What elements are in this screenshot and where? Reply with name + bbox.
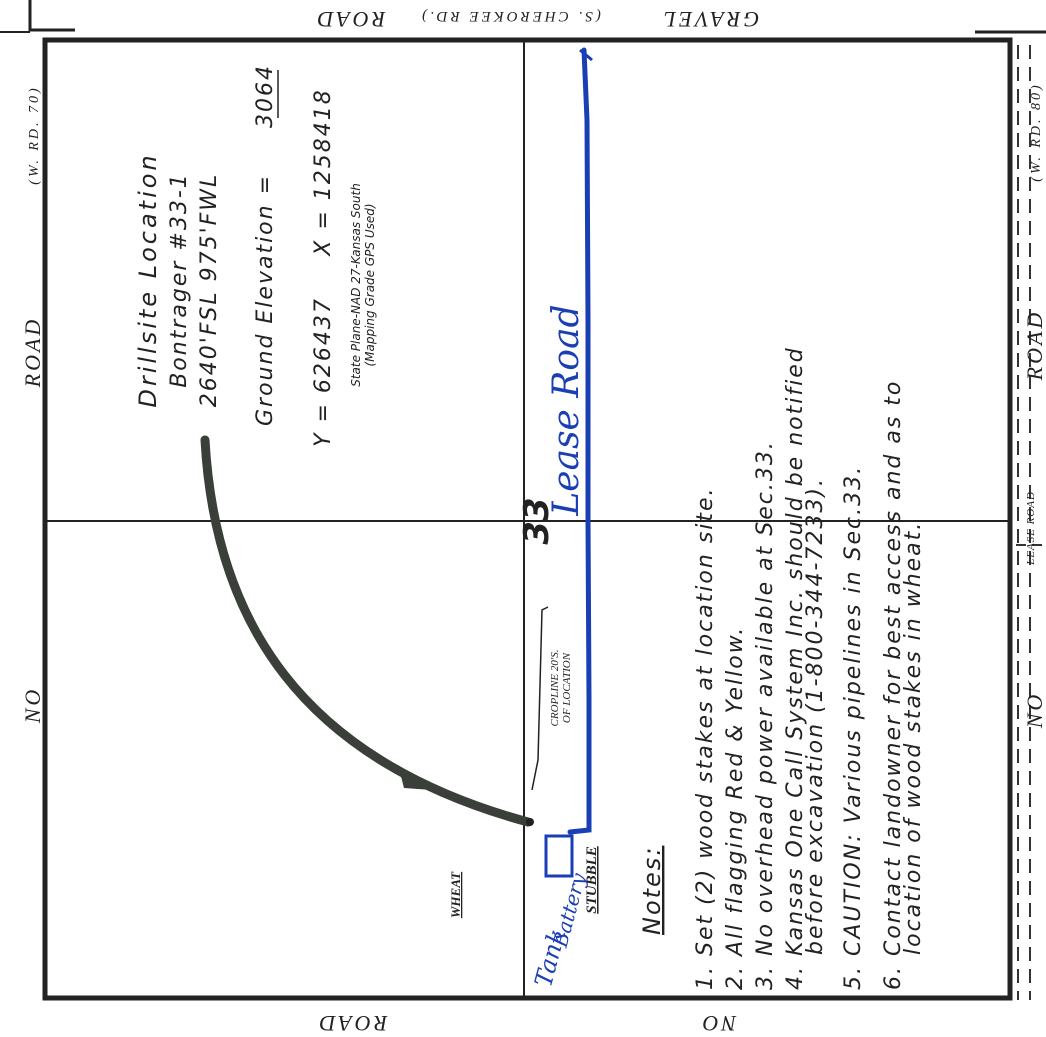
wheat-label: WHEAT: [448, 871, 463, 918]
blue-lease-road-start: [579, 48, 593, 75]
note-3: 3. No overhead power available at Sec.33…: [753, 440, 778, 990]
right-road-top-label: (W. RD. 80): [1029, 82, 1044, 181]
well-footage: 2640'FSL 975'FWL: [197, 173, 222, 408]
state-plane-note: State Plane-NAD 27-Kansas South: [349, 183, 363, 387]
cropline-leader: [531, 606, 549, 791]
gps-note: (Mapping Grade GPS Used): [363, 203, 377, 366]
right-road-lease-label: LEASE ROAD: [1025, 491, 1037, 566]
right-road-bottom-label: NO: [1022, 692, 1046, 730]
notes-title: Notes:: [638, 846, 666, 935]
ground-elevation-value: 3064: [253, 64, 278, 128]
left-road-top-label: (W. RD. 70): [27, 85, 42, 184]
location-point: [526, 818, 534, 826]
note-6a: 6. Contact landowner for best access and…: [881, 380, 906, 990]
right-road-middle-label: ROAD: [1022, 310, 1046, 382]
cropline-line2: OF LOCATION: [561, 652, 573, 723]
left-road-middle-label: ROAD: [20, 317, 45, 389]
cropline-line1: CROPLINE 20'S.: [549, 650, 561, 727]
bottom-road-right-label: NO: [700, 1011, 738, 1036]
coordinate-y: Y = 626437: [311, 297, 336, 447]
note-4b: before excavation (1-800-344-7233).: [803, 477, 828, 955]
note-2: 2. All flagging Red & Yellow.: [723, 626, 748, 990]
coordinate-x: X = 1258418: [311, 88, 336, 256]
corner-mark-top-left: [28, 0, 75, 32]
note-1: 1. Set (2) wood stakes at location site.: [693, 486, 718, 990]
tank-battery-box: [544, 834, 574, 878]
ground-elevation-label: Ground Elevation =: [253, 174, 278, 426]
note-5: 5. CAUTION: Various pipelines in Sec.33.: [841, 465, 866, 990]
drillsite-title: Drillsite Location: [134, 152, 162, 407]
lease-road-label: Lease Road: [546, 304, 587, 516]
stubble-label: STUBBLE: [584, 846, 600, 914]
section-number: 33: [517, 497, 557, 544]
top-road-center-label: (S. CHEROKEE RD.): [419, 8, 601, 24]
bottom-road-left-label: ROAD: [317, 1011, 389, 1036]
location-arrow-head: [398, 765, 432, 790]
location-arrow: [200, 435, 533, 827]
section-boundary: [42, 37, 1013, 1001]
note-4a: 4. Kansas One Call System Inc. should be…: [783, 346, 808, 990]
left-road-bottom-label: NO: [20, 687, 45, 725]
well-name: Bontrager #33-1: [167, 172, 192, 388]
blue-lease-road-line: [567, 47, 592, 835]
top-road-left-label: ROAD: [315, 7, 387, 32]
note-6b: location of wood stakes in wheat.: [901, 521, 926, 955]
top-road-right-label: GRAVEL: [661, 7, 760, 32]
